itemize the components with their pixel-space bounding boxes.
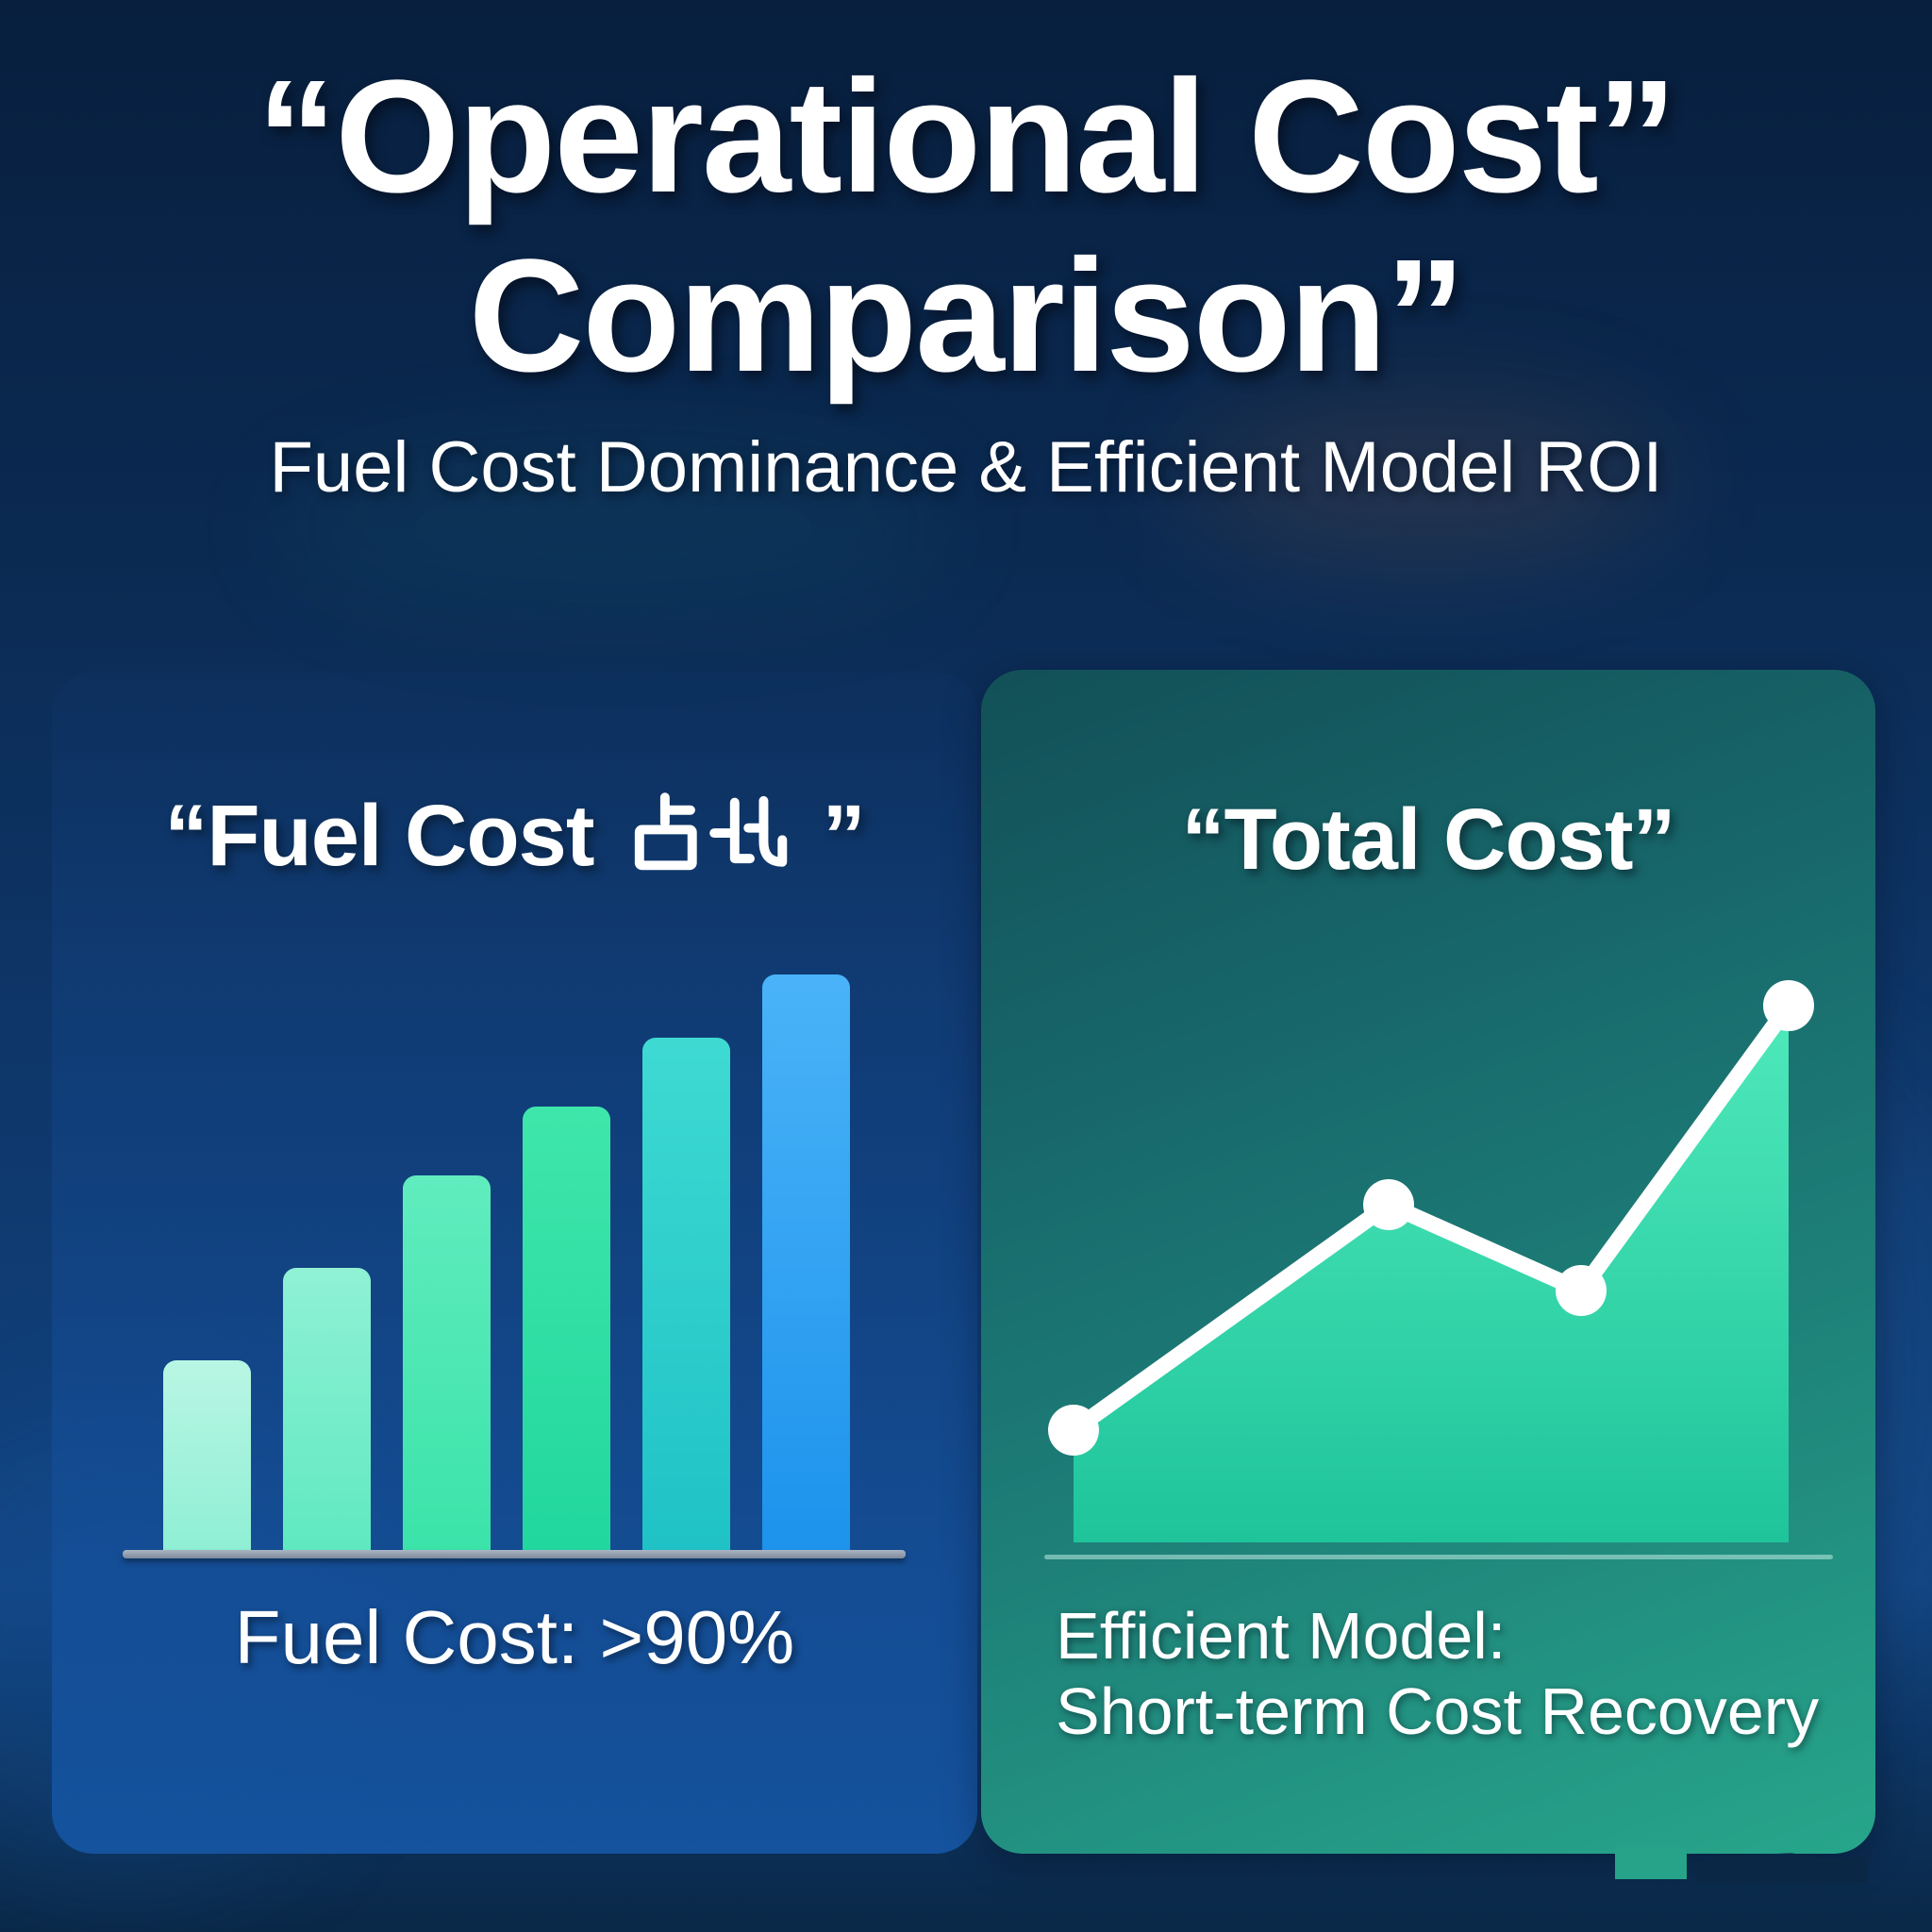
card-bottom-tab (1615, 1847, 1687, 1879)
fuel-cost-panel: “Fuel Cost 占比” Fuel Cost: >90% (52, 672, 977, 1854)
fuel-cost-caption: Fuel Cost: >90% (234, 1595, 795, 1679)
fuel-cost-heading: “Fuel Cost 占比” (52, 787, 977, 886)
data-point-2 (1363, 1179, 1414, 1230)
page-title-line1: “Operational Cost” (257, 47, 1677, 226)
data-points (1048, 980, 1814, 1456)
total-cost-caption-line1: Efficient Model: (1056, 1599, 1507, 1673)
page-subtitle: Fuel Cost Dominance & Efficient Model RO… (269, 427, 1663, 508)
area-fill (1074, 1006, 1789, 1542)
caption-divider (1044, 1555, 1833, 1559)
bar-4 (523, 1107, 610, 1550)
bar-6 (762, 974, 850, 1550)
bar-2 (283, 1268, 371, 1550)
total-cost-caption: Efficient Model: Short-term Cost Recover… (1056, 1599, 1848, 1750)
fuel-cost-heading-prefix: “Fuel Cost (164, 788, 594, 884)
fuel-cost-heading-suffix: ” (822, 788, 866, 884)
bar-5 (642, 1038, 730, 1550)
total-cost-line-chart (1048, 980, 1814, 1542)
bar-3 (403, 1175, 491, 1550)
data-point-1 (1048, 1405, 1099, 1456)
bar-chart-baseline (123, 1550, 906, 1558)
truck-silhouette (1698, 1853, 1868, 1883)
data-point-4 (1763, 980, 1814, 1031)
page-title: “Operational Cost” Comparison” (0, 47, 1932, 407)
fuel-cost-bar-chart (52, 672, 977, 1854)
total-cost-panel: “Total Cost” Efficient Model: Short-term… (981, 670, 1875, 1854)
data-point-3 (1556, 1265, 1607, 1316)
page-title-line2: Comparison” (468, 226, 1466, 407)
total-cost-heading: “Total Cost” (1181, 791, 1676, 888)
trend-line (1065, 997, 1797, 1439)
cjk-zhanbi-glyph (634, 792, 787, 871)
total-cost-caption-line2: Short-term Cost Recovery (1056, 1674, 1820, 1748)
bar-1 (163, 1360, 251, 1550)
